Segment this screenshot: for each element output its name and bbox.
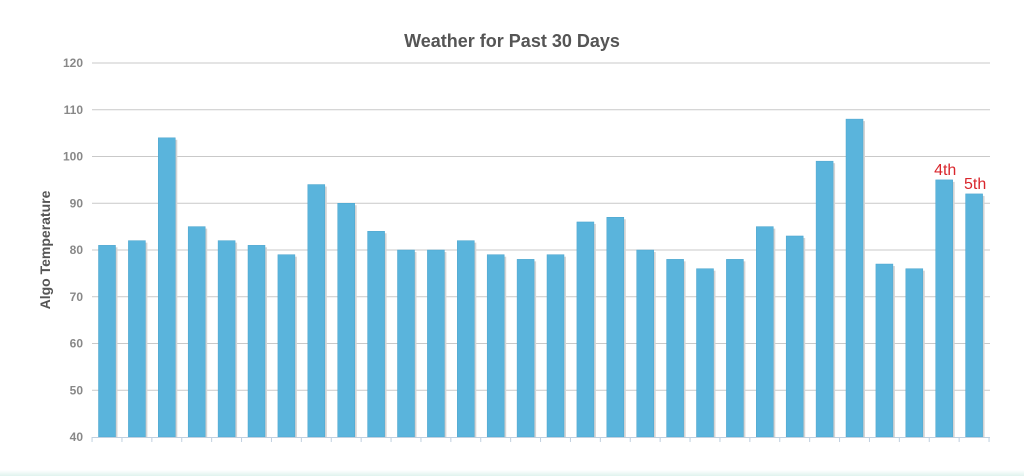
annotation-label: 5th [964,176,986,193]
bar [277,254,296,438]
gridlines [92,62,990,391]
bar [785,235,804,438]
bar [815,160,834,438]
y-tick-label: 50 [70,383,84,397]
bar [875,263,894,438]
bar [756,226,774,438]
bar [845,118,864,438]
x-axis [91,437,990,442]
bar [427,249,445,438]
bar [307,184,326,438]
bar [486,254,505,438]
bar [905,268,924,438]
bar [457,240,475,438]
y-axis-title: Algo Temperature [37,190,53,309]
y-tick-label: 40 [70,430,84,444]
bar [636,249,654,438]
bar [696,268,714,438]
bottom-strip [0,470,1024,476]
bar [965,193,983,438]
bar [516,259,535,438]
y-tick-label: 60 [70,337,84,351]
y-tick-label: 70 [70,290,84,304]
bar [158,137,176,438]
bars [98,118,985,438]
chart-title: Weather for Past 30 Days [404,31,620,51]
y-tick-label: 90 [70,196,84,210]
annotations: 4th 5th [932,160,988,195]
bar [666,259,684,438]
bar [576,221,595,438]
y-axis-ticks: 40 50 60 70 80 90 100 110 120 [63,56,83,444]
bar [187,226,206,438]
bar [606,217,625,438]
bar [397,249,415,438]
bar [217,240,236,438]
annotation-label: 4th [934,162,956,179]
y-tick-label: 110 [64,103,84,117]
bar [98,245,116,438]
bar [726,259,744,438]
y-tick-label: 120 [63,56,83,70]
y-tick-label: 80 [70,243,84,257]
bar [128,240,146,438]
bar [935,179,953,438]
bar [546,254,565,438]
bar [247,245,266,438]
bar [367,231,385,438]
bar [337,203,355,438]
y-tick-label: 100 [63,150,83,164]
